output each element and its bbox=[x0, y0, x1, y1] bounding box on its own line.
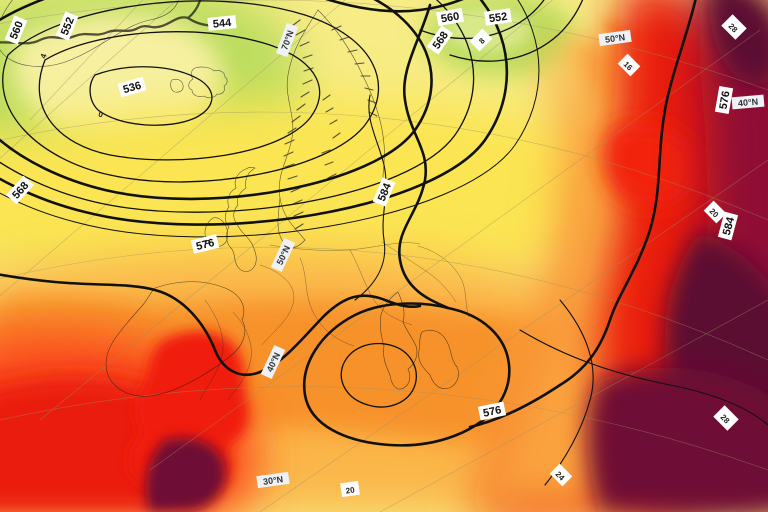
svg-text:40°N: 40°N bbox=[738, 97, 759, 109]
svg-text:552: 552 bbox=[488, 11, 508, 25]
svg-text:20: 20 bbox=[345, 485, 356, 495]
svg-text:544: 544 bbox=[212, 17, 232, 31]
